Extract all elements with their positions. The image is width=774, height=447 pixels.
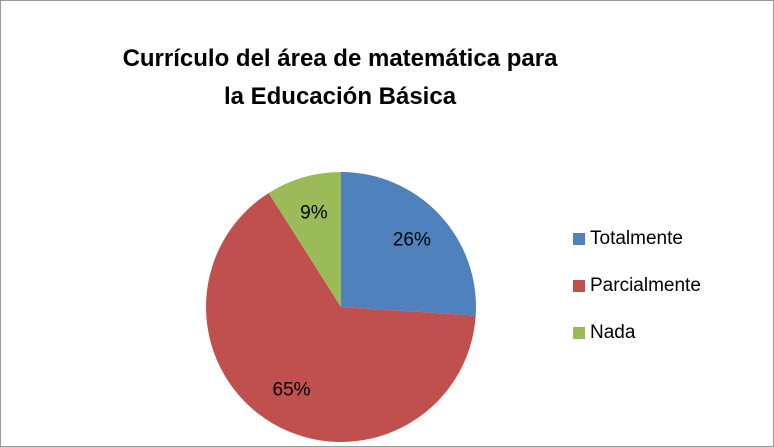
- legend-label: Totalmente: [590, 228, 683, 249]
- legend-label: Nada: [590, 322, 636, 343]
- legend-label: Parcialmente: [590, 275, 701, 296]
- data-label: 65%: [273, 380, 311, 401]
- pie-slice: [341, 172, 476, 316]
- legend-swatch: [573, 327, 585, 339]
- pie-slice: [268, 172, 341, 307]
- legend-swatch: [573, 233, 585, 245]
- legend-swatch: [573, 280, 585, 292]
- pie-slice: [205, 193, 476, 443]
- data-label: 9%: [300, 203, 328, 224]
- data-label: 26%: [393, 229, 431, 250]
- chart-title: Currículo del área de matemática para la…: [122, 45, 558, 110]
